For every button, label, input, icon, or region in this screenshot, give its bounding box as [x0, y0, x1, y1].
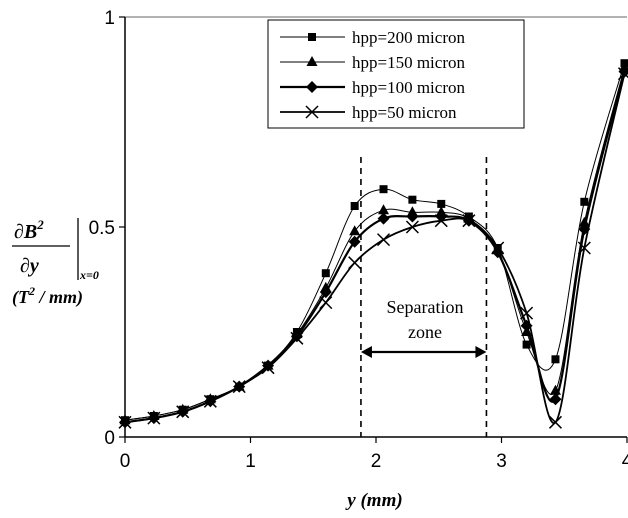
data-point: [462, 214, 476, 228]
data-point: [522, 340, 531, 349]
arrow-head-right: [475, 346, 487, 358]
data-point: [319, 296, 333, 310]
ylabel-unit-close: / mm): [35, 287, 83, 308]
svg-text:(T2 / mm): (T2 / mm): [12, 284, 83, 308]
data-point: [349, 225, 361, 236]
data-point: [376, 233, 391, 247]
data-point: [379, 185, 388, 194]
ylabel-unit-open: (T: [12, 287, 30, 308]
data-point: [549, 393, 562, 406]
data-point: [290, 331, 304, 345]
x-tick-label: 2: [371, 451, 382, 472]
legend-item: hpp=200 micron: [280, 28, 465, 47]
data-point: [551, 355, 560, 364]
data-point: [176, 405, 190, 419]
data-point: [491, 246, 504, 259]
legend: hpp=200 micron hpp=150 micron hpp=100 micr…: [267, 19, 525, 129]
data-point: [261, 361, 275, 375]
tick-labels: 0 1 2 3 4 0 0.5 1: [89, 8, 628, 472]
data-point: [232, 380, 246, 394]
data-point: [350, 202, 359, 210]
ylabel-denominator: ∂y: [20, 255, 39, 277]
ylabel-subscript: x=0: [79, 268, 99, 282]
y-axis-label: ∂B2 ∂y x=0 (T2 / mm): [12, 217, 99, 308]
legend-marker: [306, 56, 318, 66]
ylabel-numerator: ∂B: [14, 221, 37, 243]
data-point: [348, 235, 361, 248]
data-point: [580, 197, 589, 206]
legend-marker: [305, 105, 319, 119]
x-tick-label: 4: [622, 451, 628, 472]
arrow-head-left: [360, 346, 372, 358]
separation-arrow: [360, 346, 487, 358]
data-point: [577, 241, 591, 255]
y-tick-label: 1: [104, 8, 115, 29]
data-point: [118, 415, 132, 429]
data-point: [548, 415, 562, 429]
separation-lines: [360, 157, 488, 437]
separation-annotation: Separation zone: [360, 297, 487, 358]
data-point: [405, 220, 419, 234]
data-point: [520, 306, 534, 320]
legend-marker: [306, 81, 318, 93]
data-point: [348, 256, 362, 270]
data-point: [262, 359, 275, 372]
y-tick-label: 0.5: [89, 218, 115, 239]
data-point: [617, 67, 628, 81]
legend-item: hpp=100 micron: [280, 78, 465, 97]
data-point: [491, 241, 505, 255]
y-tick-label: 0: [104, 428, 115, 449]
x-tick-label: 3: [496, 451, 507, 472]
data-point: [578, 216, 590, 227]
legend-label: hpp=200 micron: [352, 28, 465, 47]
x-tick-label: 0: [120, 451, 131, 472]
x-tick-label: 1: [245, 451, 256, 472]
legend-label: hpp=50 micron: [352, 103, 457, 122]
data-point: [321, 269, 330, 278]
data-point: [434, 214, 448, 228]
data-point: [378, 204, 390, 215]
data-point: [290, 330, 303, 343]
svg-text:∂B2: ∂B2: [14, 217, 44, 243]
x-axis-label: y (mm): [345, 490, 402, 511]
data-point: [147, 411, 161, 425]
legend-item: hpp=150 micron: [280, 53, 465, 72]
legend-label: hpp=100 micron: [352, 78, 465, 97]
legend-marker: [308, 33, 316, 41]
data-point: [377, 212, 390, 225]
data-point: [319, 286, 332, 299]
ylabel-unit-sup: 2: [28, 284, 35, 298]
data-point: [437, 199, 446, 208]
series-x: [118, 67, 628, 429]
legend-item: hpp=50 micron: [280, 103, 457, 122]
annotation-line1: Separation: [387, 297, 464, 317]
annotation-line2: zone: [408, 322, 442, 342]
ylabel-numerator-sup: 2: [36, 217, 44, 232]
data-point: [408, 195, 417, 204]
data-point: [406, 210, 419, 223]
series-group: [118, 59, 628, 429]
data-point: [203, 394, 217, 408]
legend-label: hpp=150 micron: [352, 53, 465, 72]
